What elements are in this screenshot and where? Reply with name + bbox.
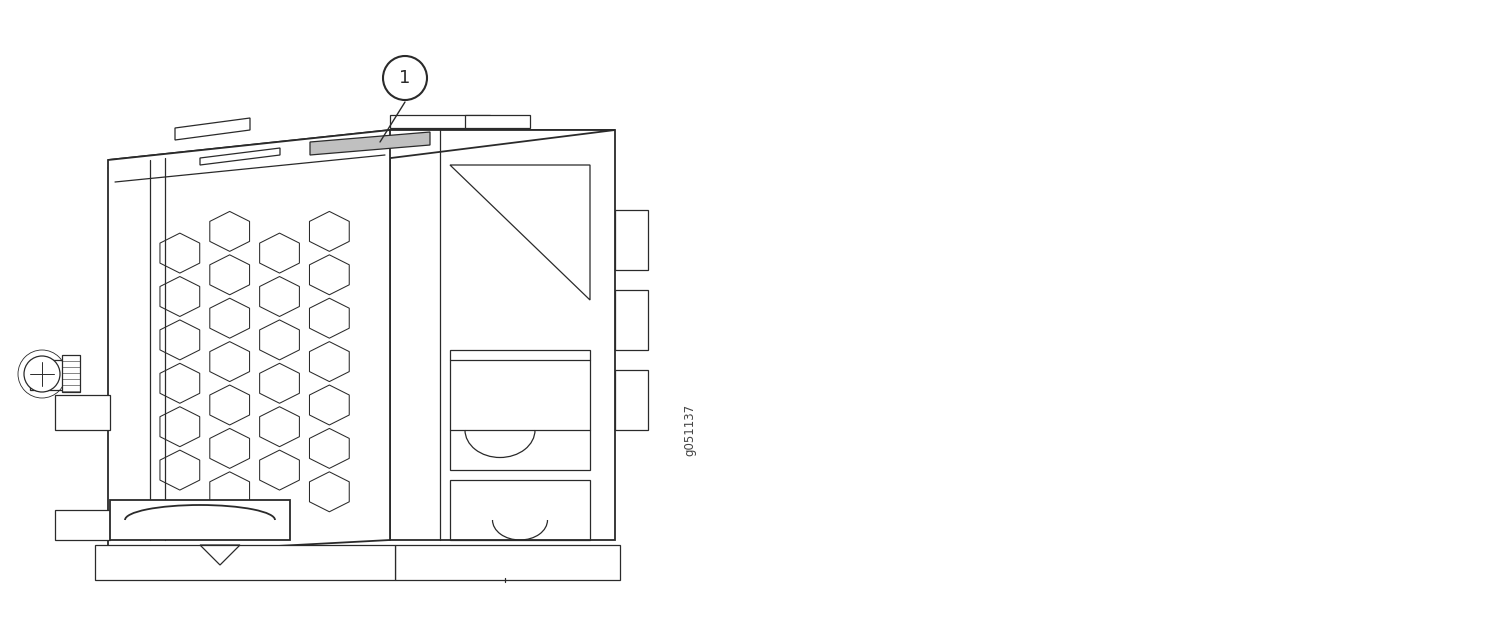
Polygon shape [30,360,75,390]
Polygon shape [161,320,200,360]
Text: g051137: g051137 [683,404,696,456]
Polygon shape [260,407,299,447]
Polygon shape [108,130,615,165]
Polygon shape [161,407,200,447]
Polygon shape [210,472,249,512]
Polygon shape [309,341,350,382]
Polygon shape [210,211,249,251]
Polygon shape [56,395,110,430]
Polygon shape [309,211,350,251]
Polygon shape [56,510,110,540]
Polygon shape [161,363,200,403]
Polygon shape [260,450,299,490]
Polygon shape [465,115,530,128]
Polygon shape [395,545,620,580]
Circle shape [24,356,60,392]
Polygon shape [390,115,489,128]
Polygon shape [210,255,249,295]
Polygon shape [161,233,200,273]
Polygon shape [108,130,390,555]
Polygon shape [309,385,350,425]
Polygon shape [210,385,249,425]
Polygon shape [161,450,200,490]
Polygon shape [210,428,249,468]
Polygon shape [615,210,648,270]
Polygon shape [309,255,350,295]
Text: 1: 1 [399,69,411,87]
Bar [450,480,590,540]
Bar [450,350,590,470]
Polygon shape [210,341,249,382]
Polygon shape [260,363,299,403]
Polygon shape [309,298,350,338]
Polygon shape [161,276,200,317]
Polygon shape [110,500,290,540]
Polygon shape [210,298,249,338]
Polygon shape [260,320,299,360]
Polygon shape [200,148,281,165]
Polygon shape [260,276,299,317]
Polygon shape [615,290,648,350]
Polygon shape [309,428,350,468]
Polygon shape [260,233,299,273]
Polygon shape [95,545,395,580]
Polygon shape [176,118,251,140]
Polygon shape [311,132,429,155]
Polygon shape [615,370,648,430]
Polygon shape [390,130,615,540]
Circle shape [383,56,426,100]
Polygon shape [309,472,350,512]
Polygon shape [62,355,80,392]
